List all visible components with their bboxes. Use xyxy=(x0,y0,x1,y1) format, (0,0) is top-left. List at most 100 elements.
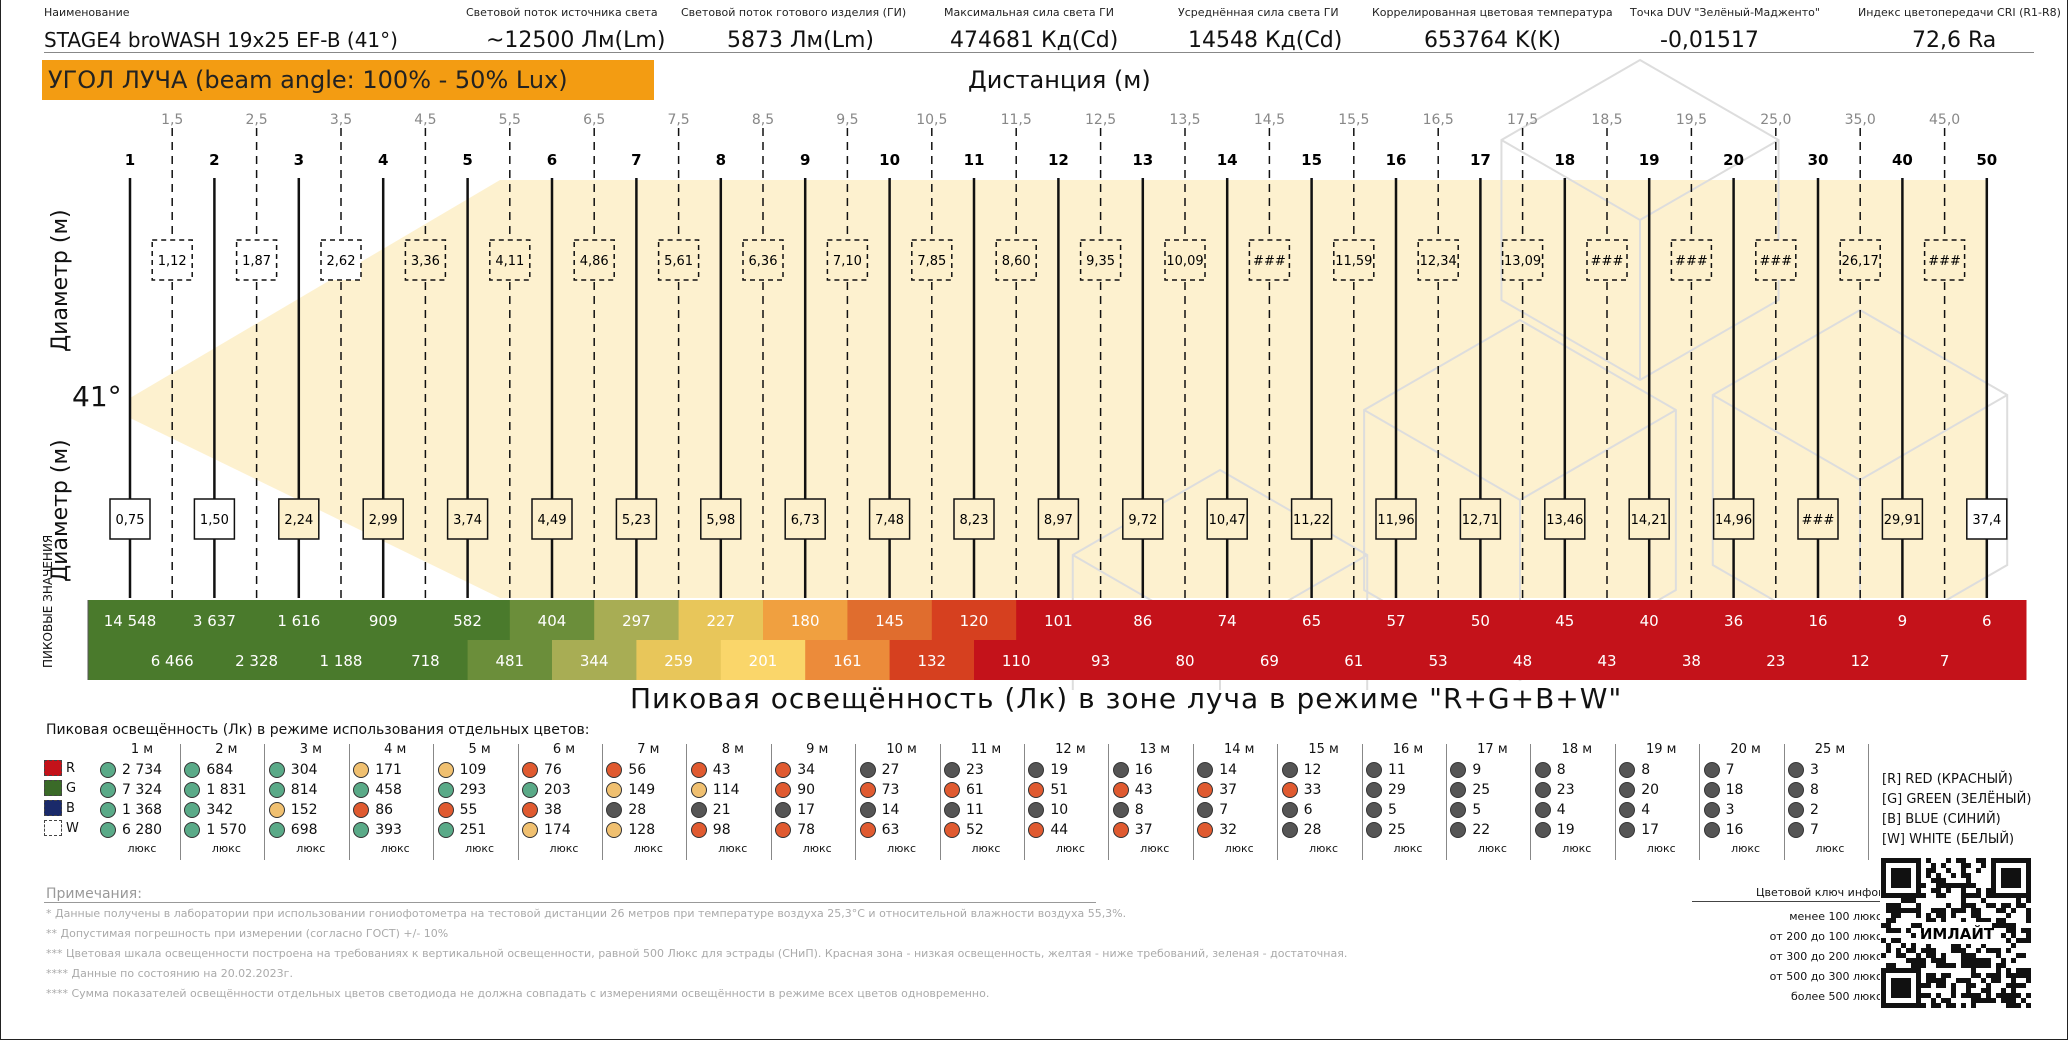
qr-module xyxy=(1961,918,1966,923)
level-dot-icon xyxy=(1028,822,1045,838)
half-diameter-box xyxy=(404,239,447,281)
spec-value: 72,6 Ra xyxy=(1912,28,1997,53)
level-dot-icon xyxy=(1197,822,1214,838)
qr-module xyxy=(2026,918,2031,923)
color-value: 174 xyxy=(544,822,571,838)
half-distance-tick: 5,5 xyxy=(499,112,521,128)
notes-lines: * Данные получены в лаборатории при испо… xyxy=(46,904,1347,1004)
qr-module xyxy=(1996,948,2001,953)
color-mode-column: 2 м 684 1 831 342 1 570 люкс xyxy=(184,742,268,855)
main-diameter-box xyxy=(1628,498,1670,540)
level-dot-icon xyxy=(690,762,707,778)
qr-module xyxy=(1921,883,1926,888)
color-value: 304 xyxy=(290,762,318,778)
column-unit: люкс xyxy=(1224,842,1254,855)
peak-value-main: 14 548 xyxy=(104,612,157,630)
peak-band-half xyxy=(1142,640,1228,680)
qr-module xyxy=(1946,883,1951,888)
level-dot-icon xyxy=(437,802,454,818)
color-value: 98 xyxy=(712,822,731,838)
peak-value-half: 201 xyxy=(749,652,778,670)
column-divider xyxy=(348,744,350,860)
main-distance-tick: 3 xyxy=(294,151,304,169)
half-diameter-box xyxy=(151,239,193,281)
note-line: ** Допустимая погрешность при измерении … xyxy=(46,927,449,940)
color-key-label: от 300 до 200 люкс xyxy=(1769,949,1882,963)
qr-module xyxy=(2016,993,2021,998)
main-diameter-value: 11,22 xyxy=(1293,513,1330,528)
color-value-row: 14 xyxy=(859,800,944,820)
column-divider xyxy=(1699,744,1701,860)
qr-module xyxy=(1976,958,1981,963)
color-value: 76 xyxy=(544,762,562,778)
peak-band-half xyxy=(383,640,469,680)
channel-legend: [R] RED (КРАСНЫЙ) [G] GREEN (ЗЕЛЁНЫЙ) [B] … xyxy=(1882,770,2031,850)
qr-module xyxy=(1996,968,2001,973)
color-value: 18 xyxy=(1725,782,1744,798)
qr-module xyxy=(2016,953,2021,958)
qr-module xyxy=(1901,953,1906,958)
qr-module xyxy=(1996,953,2001,958)
qr-module xyxy=(2001,988,2006,993)
level-dot-icon xyxy=(1788,822,1804,838)
spec-label: Световой поток готового изделия (ГИ) xyxy=(681,6,907,19)
color-value-row: 38 xyxy=(522,800,606,820)
qr-module xyxy=(1961,958,1966,963)
color-value-row: 16 xyxy=(1112,760,1197,780)
color-value-row: 7 xyxy=(1197,800,1281,820)
qr-module xyxy=(1911,943,1916,948)
color-value: 8 xyxy=(1556,762,1566,778)
level-dot-icon xyxy=(944,762,960,778)
color-value: 8 xyxy=(1134,802,1144,818)
qr-module xyxy=(1996,978,2001,983)
peak-value-half: 161 xyxy=(833,652,862,670)
qr-module xyxy=(1961,858,1966,863)
color-mode-column: 20 м 7 18 3 16 люкс xyxy=(1703,742,1788,855)
qr-module xyxy=(1951,988,1956,993)
color-value: 109 xyxy=(459,762,487,778)
channel-letter: G xyxy=(66,780,77,796)
color-value-row: 28 xyxy=(606,800,690,820)
peak-band-main xyxy=(256,600,342,640)
peak-value-half: 93 xyxy=(1091,652,1110,670)
main-diameter-box xyxy=(615,498,658,540)
qr-module xyxy=(1891,928,1896,933)
color-value-row: 7 324 xyxy=(100,780,184,800)
half-diameter-value: 6,36 xyxy=(749,254,778,269)
half-diameter-value: ### xyxy=(1591,254,1624,269)
level-dot-icon xyxy=(690,802,707,818)
level-dot-icon xyxy=(1197,762,1214,778)
qr-module xyxy=(1911,933,1916,938)
level-dot-icon xyxy=(1450,762,1467,778)
main-diameter-box xyxy=(1712,498,1755,540)
qr-module xyxy=(2021,938,2026,943)
column-divider xyxy=(517,744,519,860)
level-dot-icon xyxy=(268,822,285,838)
main-diameter-value: 1,50 xyxy=(200,513,229,528)
column-divider xyxy=(855,744,857,860)
column-divider xyxy=(180,744,181,860)
qr-module xyxy=(1906,948,1911,953)
qr-module xyxy=(1916,923,1921,928)
qr-label: ИМЛАЙТ xyxy=(1920,924,1995,943)
qr-module xyxy=(1931,978,1936,983)
qr-module xyxy=(1971,973,1976,978)
color-value-row: 149 xyxy=(606,780,690,800)
spec-value: 653764 K(K) xyxy=(1424,28,1561,53)
peak-value-main: 582 xyxy=(453,612,482,630)
color-value: 11 xyxy=(966,802,984,818)
qr-module xyxy=(1911,958,1916,963)
half-diameter-value: ### xyxy=(1675,254,1708,269)
level-dot-icon xyxy=(1450,822,1467,838)
qr-module xyxy=(1971,1003,1976,1008)
qr-module xyxy=(1891,963,1896,968)
color-value-row: 12 xyxy=(1281,760,1366,780)
qr-module xyxy=(1986,998,1991,1003)
spec-value: 5873 Лм(Lm) xyxy=(727,28,874,53)
color-value-row: 19 xyxy=(1028,760,1112,780)
color-key-label: более 500 люкс xyxy=(1790,989,1882,1003)
color-value-row: 8 xyxy=(1112,800,1197,820)
peak-value-main: 404 xyxy=(538,612,567,630)
qr-module xyxy=(2016,973,2021,978)
